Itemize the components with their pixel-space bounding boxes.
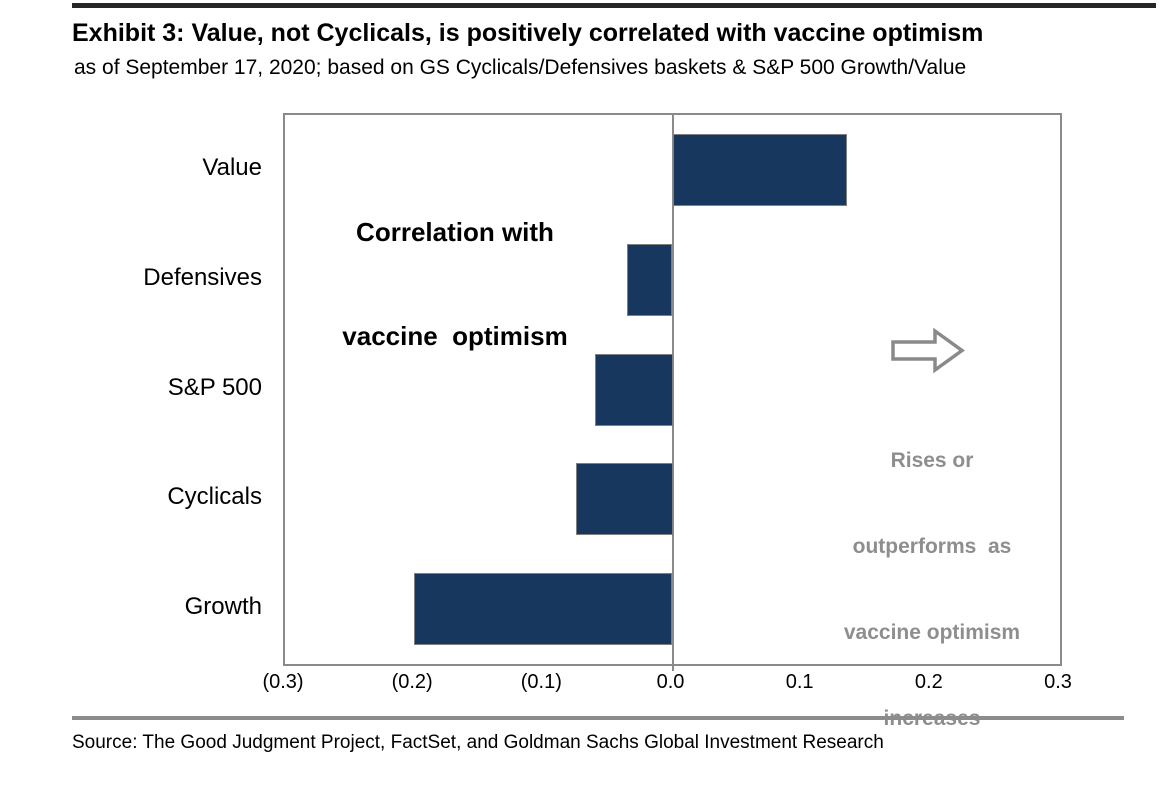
- top-divider: [72, 3, 1156, 8]
- bar-s-p-500: [595, 353, 673, 426]
- chart-annotation-line1: Correlation with: [356, 217, 554, 248]
- category-label-s-p-500: S&P 500: [167, 373, 262, 401]
- rises-note-line: vaccine optimism: [843, 621, 1021, 645]
- x-tick-label: (0.2): [391, 671, 433, 693]
- rises-note: Rises or outperforms as vaccine optimism…: [812, 389, 1052, 792]
- x-tick-label: (0.3): [262, 671, 304, 693]
- x-tick-label: 0.3: [1044, 671, 1072, 693]
- zero-axis-line: [671, 115, 674, 671]
- right-arrow-icon: [890, 327, 966, 374]
- category-label-value: Value: [202, 153, 262, 181]
- exhibit-title: Exhibit 3: Value, not Cyclicals, is posi…: [72, 19, 984, 47]
- x-tick-label: (0.1): [520, 671, 562, 693]
- x-tick-label: 0.1: [785, 671, 814, 693]
- bottom-divider: [72, 716, 1124, 720]
- rises-note-line: Rises or: [890, 448, 974, 472]
- x-tick-label: 0.2: [914, 671, 943, 693]
- category-label-cyclicals: Cyclicals: [167, 483, 262, 511]
- bar-value: [672, 133, 847, 206]
- rises-note-line: outperforms as: [852, 534, 1012, 558]
- bar-growth: [414, 573, 673, 646]
- bar-cyclicals: [575, 463, 673, 536]
- category-label-defensives: Defensives: [143, 263, 262, 291]
- plot-area: [283, 113, 1062, 671]
- chart-annotation-title: Correlation with vaccine optimism: [295, 146, 615, 423]
- category-label-growth: Growth: [184, 593, 262, 621]
- x-tick-label: 0.0: [656, 671, 685, 693]
- source-note: Source: The Good Judgment Project, FactS…: [72, 732, 884, 753]
- chart-annotation-line2: vaccine optimism: [342, 320, 568, 351]
- bar-defensives: [627, 243, 673, 316]
- exhibit-subtitle: as of September 17, 2020; based on GS Cy…: [74, 56, 967, 79]
